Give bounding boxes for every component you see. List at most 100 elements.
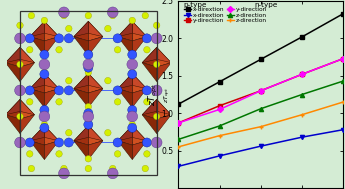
Polygon shape [30,73,45,93]
Circle shape [14,33,26,44]
Circle shape [105,25,111,32]
Circle shape [40,50,49,59]
Polygon shape [132,21,147,37]
Polygon shape [157,99,171,119]
Circle shape [27,151,33,157]
Polygon shape [30,141,45,160]
Circle shape [144,151,150,157]
Circle shape [128,70,137,79]
Polygon shape [132,37,147,55]
Circle shape [40,123,49,132]
Polygon shape [45,89,59,108]
Polygon shape [74,125,88,141]
Circle shape [154,61,160,68]
Polygon shape [74,37,88,55]
Circle shape [142,165,149,172]
Circle shape [127,111,138,122]
Polygon shape [157,47,171,67]
Polygon shape [74,21,88,41]
Polygon shape [132,125,147,141]
Circle shape [142,86,151,95]
Text: n-type: n-type [254,2,278,8]
Polygon shape [74,141,88,160]
Circle shape [66,25,72,32]
Polygon shape [118,21,132,41]
Polygon shape [142,99,157,119]
Circle shape [16,138,24,147]
Circle shape [142,12,149,19]
Circle shape [107,7,118,18]
Polygon shape [45,21,59,37]
Polygon shape [118,125,132,141]
Circle shape [113,138,122,147]
Circle shape [39,111,50,122]
Circle shape [41,69,48,76]
Circle shape [129,121,136,128]
Circle shape [61,12,67,19]
Polygon shape [142,115,157,134]
Polygon shape [20,99,34,119]
Circle shape [64,138,73,147]
Circle shape [16,86,24,95]
Polygon shape [20,47,34,63]
Polygon shape [88,125,103,141]
Polygon shape [45,125,59,141]
Circle shape [17,22,23,29]
Polygon shape [88,141,103,160]
Polygon shape [45,21,59,41]
Circle shape [105,77,111,84]
Circle shape [55,86,63,95]
Polygon shape [74,89,88,108]
Polygon shape [20,99,34,115]
Circle shape [144,99,150,105]
Polygon shape [118,73,132,89]
Polygon shape [20,115,34,134]
Polygon shape [157,99,171,115]
Legend: x-dirextion, x-dirextion, y-direction, y-direction, z-direction, z-direction: x-dirextion, x-dirextion, y-direction, y… [183,6,268,25]
Circle shape [66,129,72,136]
Polygon shape [45,73,59,93]
Circle shape [152,34,161,43]
Polygon shape [132,141,147,160]
Circle shape [16,34,24,43]
Circle shape [66,77,72,84]
Polygon shape [132,89,147,108]
Polygon shape [20,63,34,81]
Polygon shape [45,73,59,89]
Circle shape [83,111,94,122]
Circle shape [128,123,137,132]
Polygon shape [30,125,45,145]
Polygon shape [30,125,45,141]
Circle shape [84,109,93,118]
Circle shape [114,151,121,157]
Circle shape [84,50,93,59]
Circle shape [83,59,94,70]
Circle shape [142,138,151,147]
Circle shape [56,151,62,157]
Circle shape [128,105,137,115]
Polygon shape [74,125,88,145]
Circle shape [14,85,26,96]
Polygon shape [30,73,45,89]
Circle shape [59,168,69,179]
Circle shape [107,168,118,179]
Circle shape [154,22,160,29]
Circle shape [25,86,34,95]
Polygon shape [45,125,59,145]
Circle shape [39,59,50,70]
Polygon shape [88,73,103,93]
Polygon shape [132,73,147,89]
Circle shape [84,120,93,129]
Polygon shape [118,37,132,55]
Circle shape [40,70,49,79]
Circle shape [41,121,48,128]
Polygon shape [132,21,147,41]
Circle shape [154,113,160,120]
Polygon shape [6,47,20,67]
Polygon shape [6,47,20,63]
Text: p-type: p-type [183,2,207,8]
Circle shape [114,46,121,53]
Polygon shape [30,21,45,41]
Circle shape [144,46,150,53]
Circle shape [142,34,151,43]
